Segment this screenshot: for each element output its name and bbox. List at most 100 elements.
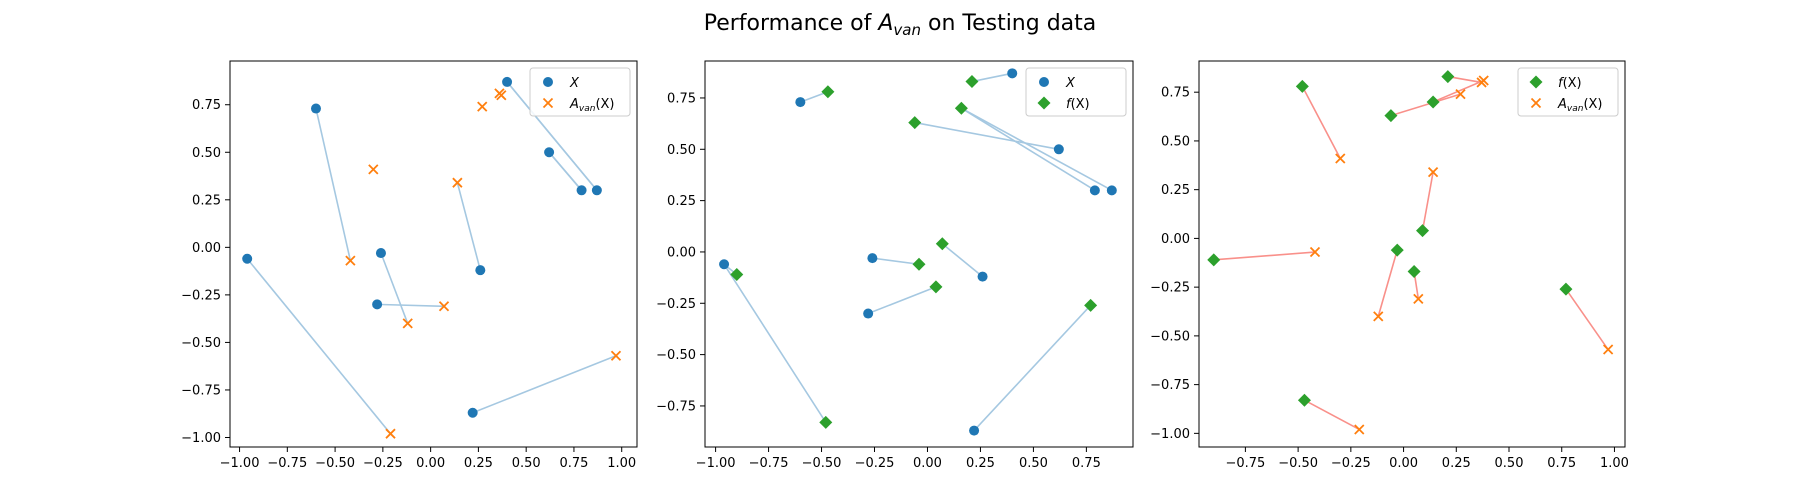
data-point [1426, 95, 1440, 109]
legend-label-main: A [1557, 97, 1567, 112]
legend-marker [543, 77, 553, 87]
data-point-stroke-b [610, 350, 622, 361]
connector-line [960, 107, 1113, 192]
x-tick-label: −0.75 [1225, 456, 1265, 471]
x-tick-label: 0.25 [464, 456, 493, 471]
data-point [1053, 144, 1064, 155]
y-tick-label: −0.75 [1150, 378, 1190, 393]
y-tick-label: 0.00 [1161, 232, 1190, 247]
legend-label-main: f [1558, 76, 1565, 91]
x-tick-label: −0.50 [802, 456, 842, 471]
data-point [795, 97, 806, 108]
series-2-points [345, 88, 622, 439]
legend-label-main: A [569, 97, 579, 112]
data-point [496, 90, 507, 101]
data-point [1602, 344, 1614, 355]
figure-title: Performance of Avan on Testing data [704, 11, 1097, 39]
connector-line [472, 354, 617, 414]
legend-label-subscript: van [579, 104, 596, 114]
data-point-stroke-b [1354, 424, 1365, 435]
x-tick-label: 0.25 [966, 456, 995, 471]
y-tick-label: −0.75 [181, 383, 221, 398]
connector-line [1565, 288, 1609, 350]
data-point-stroke-b [1373, 311, 1384, 322]
data-point [1559, 282, 1573, 296]
x-tick-label: 0.75 [1072, 456, 1101, 471]
legend-box [1025, 67, 1127, 117]
data-point [475, 265, 486, 276]
y-tick-label: 0.75 [192, 98, 221, 113]
y-tick-label: 0.25 [1161, 183, 1190, 198]
connector-line [1301, 85, 1342, 159]
connector-line [1390, 93, 1461, 117]
legend-label-main: X [1065, 76, 1076, 91]
data-point [1413, 293, 1424, 304]
connector-line [315, 108, 352, 261]
data-point [719, 259, 730, 270]
x-tick-label: 0.50 [1019, 456, 1048, 471]
axes-frame [1198, 60, 1626, 448]
series-2-points [730, 75, 1098, 429]
data-point [730, 268, 744, 282]
connector-line [941, 243, 984, 278]
connector-line [914, 121, 1059, 151]
legend-label-tail: (X) [1583, 97, 1602, 112]
connector-line [1377, 249, 1399, 317]
x-tick-label: 0.50 [1495, 456, 1524, 471]
connector-line [723, 263, 827, 423]
x-tick-label: −0.25 [855, 456, 895, 471]
legend-label: Avan(X) [1557, 97, 1603, 114]
x-tick-label: 1.00 [607, 456, 636, 471]
series-1-points [1207, 70, 1573, 407]
x-tick-label: −0.50 [1278, 456, 1318, 471]
data-point [368, 164, 379, 175]
series-1-points [242, 76, 602, 418]
data-point-stroke-b [345, 255, 356, 266]
x-tick-label: 0.00 [416, 456, 445, 471]
y-tick-label: −1.00 [181, 431, 221, 446]
y-tick-label: −0.25 [1150, 281, 1190, 296]
data-point [1295, 79, 1309, 93]
data-point [591, 185, 602, 196]
x-tick-label: −0.75 [749, 456, 789, 471]
y-tick-label: −0.25 [181, 288, 221, 303]
data-point-stroke-b [1427, 166, 1439, 178]
y-tick-label: 0.50 [1161, 134, 1190, 149]
connector-line [1447, 75, 1482, 84]
connector-line [867, 286, 937, 315]
data-point-stroke-b [496, 90, 507, 101]
data-point [867, 253, 878, 264]
data-point-stroke-b [438, 301, 450, 312]
y-tick-label: −0.50 [656, 348, 696, 363]
data-point [452, 177, 463, 188]
axes-frame [704, 60, 1134, 448]
data-point-stroke-b [1413, 293, 1424, 304]
y-tick-label: 0.00 [192, 241, 221, 256]
x-tick-label: 0.00 [913, 456, 942, 471]
data-point [935, 237, 949, 251]
data-point-stroke-b [1478, 75, 1489, 86]
legend-label: X [1065, 76, 1076, 91]
connector-line [506, 81, 598, 191]
series-2-points [1309, 75, 1614, 435]
y-tick-label: 0.25 [667, 194, 696, 209]
x-tick-label: −0.50 [315, 456, 355, 471]
connector-line [1213, 251, 1316, 261]
figure-title-prefix: Performance of [704, 11, 879, 36]
y-tick-label: −0.75 [656, 399, 696, 414]
data-point [929, 280, 943, 294]
connector-line [456, 182, 482, 271]
data-point [576, 185, 587, 196]
y-tick-label: −1.00 [1150, 427, 1190, 442]
data-point [912, 257, 926, 271]
data-point [1297, 393, 1311, 407]
x-tick-label: −0.75 [267, 456, 307, 471]
data-point [1309, 246, 1321, 258]
y-tick-label: 0.75 [1161, 86, 1190, 101]
figure-title-suffix: on Testing data [921, 11, 1096, 36]
connector-line [377, 303, 445, 308]
data-point [977, 271, 988, 282]
legend-box [1517, 67, 1619, 117]
